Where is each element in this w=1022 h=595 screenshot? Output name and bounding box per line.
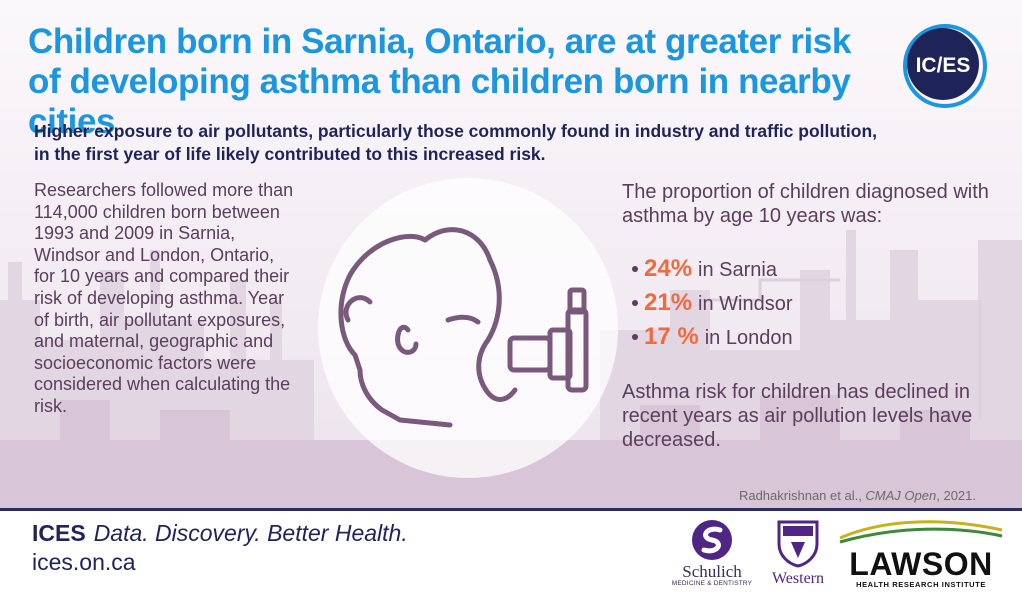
ices-logo: IC/ES (893, 22, 1003, 112)
child-inhaler-illustration (318, 178, 618, 478)
stat-windsor: 21% in Windsor (632, 289, 972, 323)
western-logo: Western (765, 518, 831, 590)
lawson-logo: LAWSON HEALTH RESEARCH INSTITUTE (836, 516, 1006, 592)
ices-logo-mark: IC/ES (903, 24, 987, 108)
industrial-skyline-background (0, 230, 1022, 510)
stat-sarnia: 24% in Sarnia (632, 255, 972, 289)
schulich-logo: Schulich MEDICINE & DENTISTRY (662, 518, 762, 590)
brand-tagline: Data. Discovery. Better Health. (93, 520, 408, 546)
footer-divider (0, 508, 1022, 511)
bullet-icon (632, 265, 638, 272)
brand-name: ICES (32, 520, 86, 546)
risk-decline-note: Asthma risk for children has declined in… (622, 381, 973, 451)
citation-journal: CMAJ Open (865, 488, 937, 503)
stat-london: 17 % in London (632, 323, 972, 357)
western-crest-icon (777, 520, 819, 568)
citation-year: , 2021. (936, 488, 976, 503)
lawson-name: LAWSON (849, 546, 993, 582)
subtitle: Higher exposure to air pollutants, parti… (34, 121, 877, 164)
stat-label: in London (704, 327, 793, 349)
proportion-intro: The proportion of children diagnosed wit… (622, 181, 989, 227)
stat-label: in Sarnia (698, 259, 777, 281)
western-name: Western (771, 570, 825, 587)
head-inhaler-icon (338, 227, 589, 428)
study-description: Researchers followed more than 114,000 c… (34, 180, 294, 416)
stat-percent: 24% (644, 255, 693, 282)
citation-authors: Radhakrishnan et al., (738, 488, 866, 503)
main-title: Children born in Sarnia, Ontario, are at… (28, 22, 851, 141)
schulich-shield-icon (692, 520, 732, 560)
bullet-icon (632, 333, 638, 340)
schulich-subtitle: MEDICINE & DENTISTRY (671, 580, 753, 587)
stat-percent: 21% (644, 289, 693, 316)
illustration-circle (318, 178, 618, 478)
schulich-name: Schulich (682, 562, 742, 581)
asthma-stats-list: 24% in Sarnia 21% in Windsor 17 % in London (632, 255, 972, 357)
website-link[interactable]: ices.on.ca (32, 549, 136, 575)
ices-logo-text: IC/ES (916, 54, 971, 77)
lawson-swoosh-icon (839, 520, 1003, 544)
citation: Radhakrishnan et al., CMAJ Open, 2021. (739, 488, 976, 503)
stat-label: in Windsor (698, 293, 793, 315)
footer-brand-line: ICES Data. Discovery. Better Health. (32, 520, 408, 547)
lawson-subtitle: HEALTH RESEARCH INSTITUTE (856, 580, 986, 589)
bullet-icon (632, 299, 638, 306)
stat-percent: 17 % (644, 323, 699, 350)
